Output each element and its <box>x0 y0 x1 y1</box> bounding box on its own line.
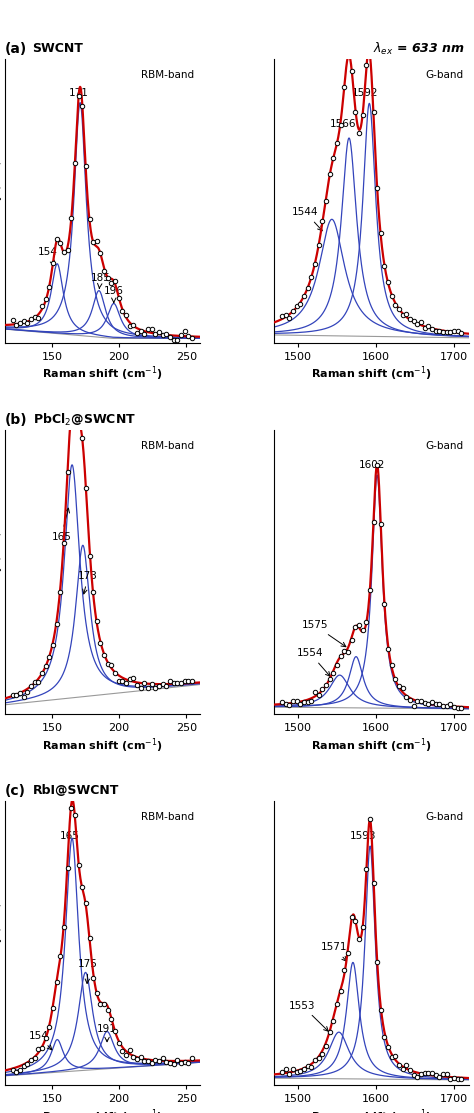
Text: RbI@SWCNT: RbI@SWCNT <box>33 785 119 798</box>
Text: 173: 173 <box>78 571 98 594</box>
Text: G-band: G-band <box>425 441 464 451</box>
Text: 1554: 1554 <box>297 648 330 677</box>
Text: SWCNT: SWCNT <box>33 42 83 56</box>
Text: 1575: 1575 <box>301 620 346 647</box>
Text: 1566: 1566 <box>329 119 356 129</box>
X-axis label: Raman shift (cm$^{-1}$): Raman shift (cm$^{-1}$) <box>42 736 163 755</box>
Text: 1592: 1592 <box>351 88 378 98</box>
Y-axis label: Intensity (a.u.): Intensity (a.u.) <box>0 531 2 613</box>
Text: RBM-band: RBM-band <box>141 441 194 451</box>
Text: 1553: 1553 <box>289 1001 328 1032</box>
Text: $\lambda_{ex}$ = 633 nm: $\lambda_{ex}$ = 633 nm <box>373 41 465 57</box>
X-axis label: Raman shift (cm$^{-1}$): Raman shift (cm$^{-1}$) <box>42 1107 163 1113</box>
Text: (b): (b) <box>5 413 27 427</box>
X-axis label: Raman shift (cm$^{-1}$): Raman shift (cm$^{-1}$) <box>311 1107 432 1113</box>
Text: G-band: G-band <box>425 812 464 823</box>
Text: 165: 165 <box>59 830 79 840</box>
Text: 196: 196 <box>104 286 124 303</box>
Text: 175: 175 <box>78 958 98 984</box>
Text: RBM-band: RBM-band <box>141 812 194 823</box>
Text: 154: 154 <box>38 247 58 265</box>
X-axis label: Raman shift (cm$^{-1}$): Raman shift (cm$^{-1}$) <box>311 736 432 755</box>
X-axis label: Raman shift (cm$^{-1}$): Raman shift (cm$^{-1}$) <box>42 365 163 384</box>
Text: 165: 165 <box>51 509 71 542</box>
Text: 1571: 1571 <box>321 943 347 962</box>
Y-axis label: Intensity (a.u.): Intensity (a.u.) <box>0 160 2 242</box>
Text: 154: 154 <box>28 1031 52 1050</box>
X-axis label: Raman shift (cm$^{-1}$): Raman shift (cm$^{-1}$) <box>311 365 432 384</box>
Text: RBM-band: RBM-band <box>141 70 194 80</box>
Text: 185: 185 <box>91 273 110 288</box>
Text: PbCl$_2$@SWCNT: PbCl$_2$@SWCNT <box>33 412 136 429</box>
Text: 191: 191 <box>97 1024 117 1042</box>
Text: G-band: G-band <box>425 70 464 80</box>
Text: 1602: 1602 <box>358 460 385 470</box>
Text: (a): (a) <box>5 42 27 56</box>
Text: 1544: 1544 <box>292 207 322 230</box>
Text: (c): (c) <box>5 784 26 798</box>
Text: 171: 171 <box>69 88 89 98</box>
Y-axis label: Intensity (a.u.): Intensity (a.u.) <box>0 902 2 984</box>
Text: 1593: 1593 <box>350 830 376 840</box>
